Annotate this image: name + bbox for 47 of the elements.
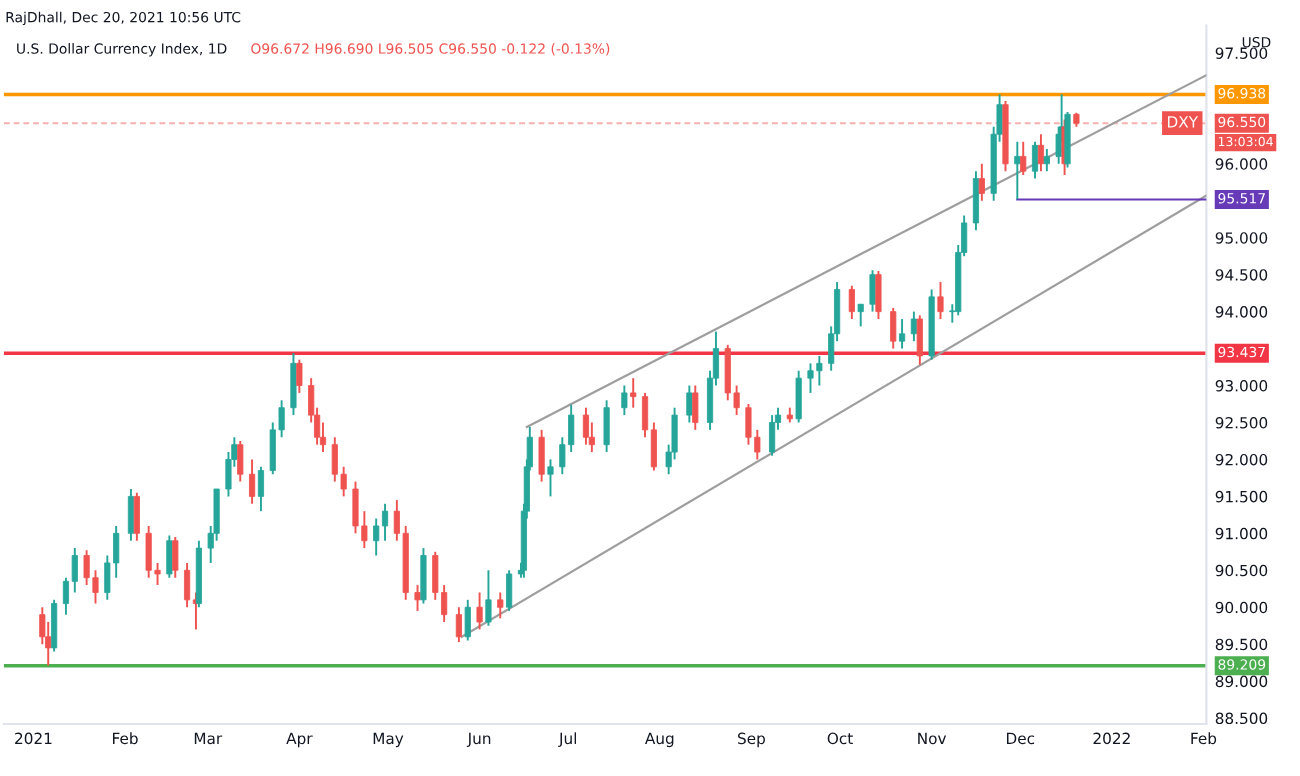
candlestick <box>133 491 140 542</box>
candlestick <box>381 502 389 542</box>
candlestick <box>916 314 923 366</box>
candlestick <box>257 465 265 513</box>
candlestick <box>795 369 802 424</box>
candlestick <box>890 306 897 350</box>
candlestick <box>899 318 906 350</box>
candlestick <box>127 488 135 542</box>
candlestick <box>848 284 855 320</box>
candlestick <box>249 458 256 505</box>
candlestick <box>290 352 297 417</box>
candlestick <box>497 591 504 620</box>
candlestick <box>686 384 693 424</box>
candlestick <box>621 384 628 417</box>
candlestick <box>538 428 545 483</box>
candlestick <box>296 358 303 394</box>
candlestick <box>769 414 776 457</box>
candlestick <box>166 534 173 579</box>
candlestick <box>910 310 917 343</box>
candlestick <box>420 547 427 605</box>
candlestick <box>476 591 483 631</box>
candlestick <box>51 598 58 653</box>
candlestick <box>1037 133 1045 173</box>
candlestick <box>373 517 380 557</box>
candlestick <box>455 606 462 643</box>
candlestick <box>414 584 421 612</box>
candlestick <box>184 561 191 609</box>
candlestick <box>869 269 876 313</box>
candlestick <box>582 406 590 446</box>
candlestick <box>937 281 944 320</box>
candlestick <box>630 377 637 409</box>
candlestick <box>547 458 554 498</box>
candlestick <box>875 270 882 320</box>
candlestick <box>972 170 980 232</box>
candlestick <box>506 569 513 612</box>
candlestick <box>603 399 610 454</box>
candlestick <box>1020 140 1027 176</box>
candlestick <box>485 569 492 627</box>
candlestick <box>978 162 985 202</box>
candlestick <box>1043 148 1050 173</box>
candlestick <box>464 598 471 642</box>
candlestick <box>857 303 864 328</box>
candlestick <box>1031 140 1039 180</box>
candlestick <box>172 536 179 579</box>
candlestick <box>237 439 244 483</box>
candlestick <box>1014 140 1021 201</box>
candlestick <box>692 384 699 431</box>
